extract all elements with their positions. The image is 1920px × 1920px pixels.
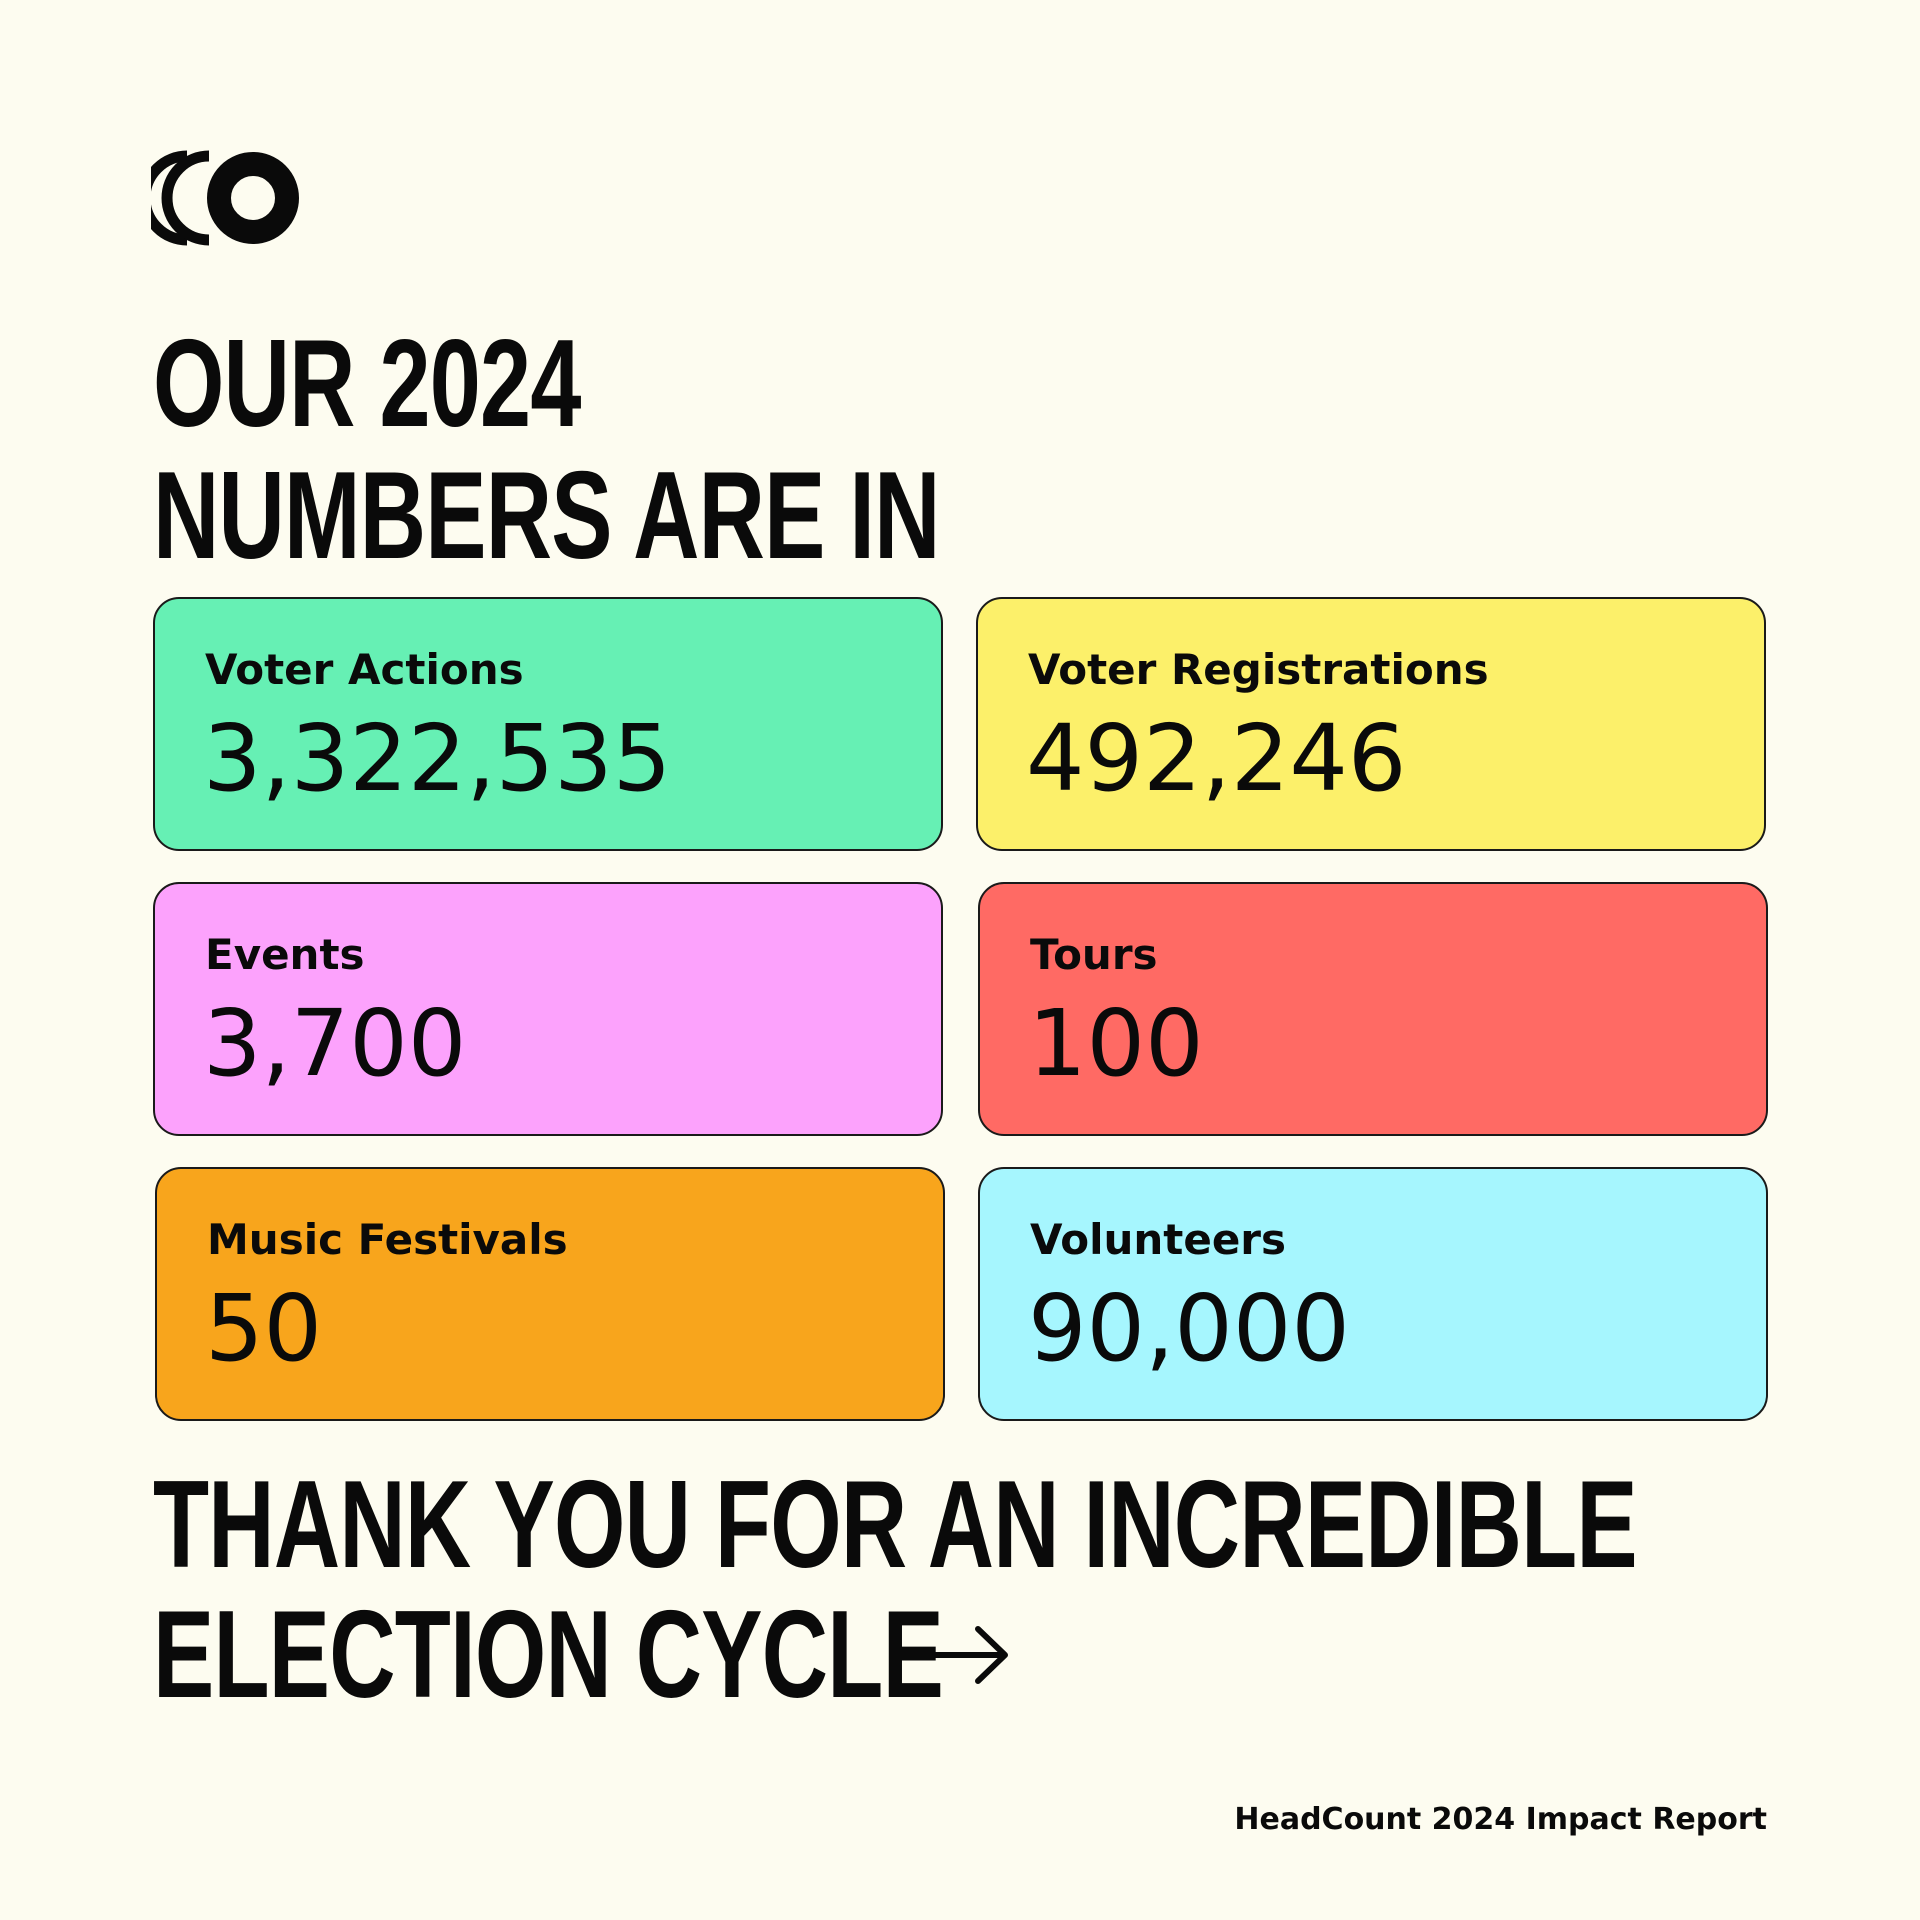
stat-value: 3,700	[203, 990, 467, 1097]
stat-card-voter-registrations: Voter Registrations 492,246	[976, 597, 1766, 851]
closing-message: THANK YOU FOR AN INCREDIBLE ELECTION CYC…	[153, 1456, 1638, 1724]
stat-label: Voter Actions	[205, 645, 524, 694]
closing-line-2: ELECTION CYCLE	[153, 1586, 944, 1724]
headline-line-1: OUR 2024	[153, 315, 581, 453]
stat-label: Volunteers	[1030, 1215, 1287, 1264]
stat-value: 3,322,535	[203, 705, 672, 812]
stat-card-music-festivals: Music Festivals 50	[155, 1167, 945, 1421]
stat-label: Music Festivals	[207, 1215, 568, 1264]
headline: OUR 2024 NUMBERS ARE IN	[153, 318, 940, 582]
stat-label: Events	[205, 930, 365, 979]
headline-line-2: NUMBERS ARE IN	[153, 447, 940, 585]
arrow-right-icon	[928, 1626, 1008, 1684]
stat-card-events: Events 3,700	[153, 882, 943, 1136]
stat-card-voter-actions: Voter Actions 3,322,535	[153, 597, 943, 851]
stat-value: 100	[1028, 990, 1204, 1097]
stat-value: 50	[205, 1275, 323, 1382]
headcount-logo-icon	[151, 150, 299, 246]
stat-value: 90,000	[1028, 1275, 1350, 1382]
stat-value: 492,246	[1026, 705, 1407, 812]
footer-report-title: HeadCount 2024 Impact Report	[1234, 1802, 1767, 1837]
stat-card-tours: Tours 100	[978, 882, 1768, 1136]
stat-label: Tours	[1030, 930, 1158, 979]
stat-label: Voter Registrations	[1028, 645, 1489, 694]
stat-card-volunteers: Volunteers 90,000	[978, 1167, 1768, 1421]
closing-line-1: THANK YOU FOR AN INCREDIBLE	[153, 1456, 1638, 1594]
